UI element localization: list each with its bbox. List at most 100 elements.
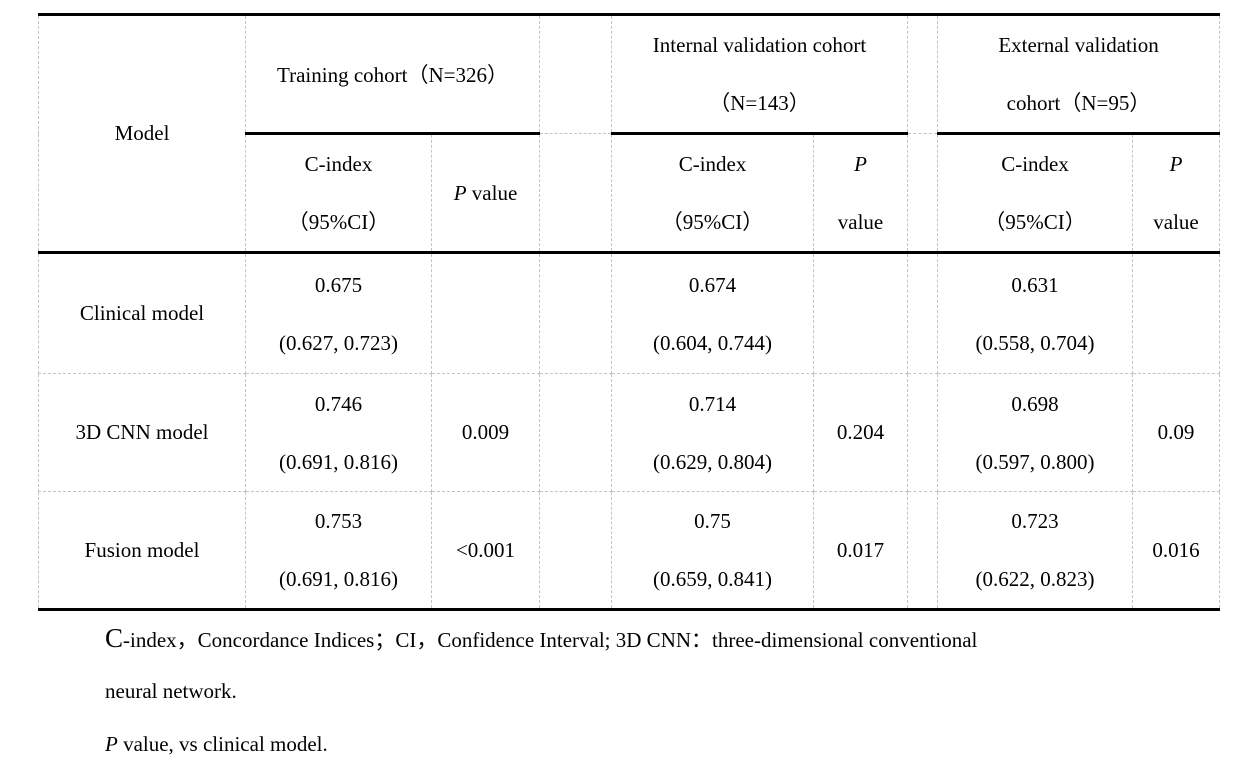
training-cindex-cell: 0.746 (0.691, 0.816) xyxy=(245,373,432,492)
p-label: P xyxy=(453,180,467,205)
external-pvalue-cell: 0.09 xyxy=(1132,373,1221,492)
external-cindex-cell: 0.631 (0.558, 0.704) xyxy=(937,252,1134,374)
table-row-clinical-model: Clinical model 0.675 (0.627, 0.723) 0.67… xyxy=(38,252,1221,374)
external-cindex-cell: 0.698 (0.597, 0.800) xyxy=(937,373,1134,492)
footnote-initial: C xyxy=(105,623,124,653)
cindex-value: 0.75 xyxy=(694,509,731,533)
p-label: P xyxy=(854,152,867,176)
spacer-cell xyxy=(539,252,613,374)
ci-value: (0.597, 0.800) xyxy=(975,449,1095,474)
cindex-value: 0.675 xyxy=(314,272,363,297)
training-cindex-header: C-index （95%CI） xyxy=(245,133,432,254)
ci-value: (0.622, 0.823) xyxy=(975,567,1095,591)
p-value: 0.204 xyxy=(836,420,885,444)
internal-pvalue-cell: 0.204 xyxy=(813,373,909,492)
ci-value: (0.691, 0.816) xyxy=(279,449,398,474)
p-value: 0.017 xyxy=(836,537,885,562)
cindex-value: 0.746 xyxy=(314,391,363,416)
ci-value: (0.629, 0.804) xyxy=(653,449,773,474)
external-pvalue-header: P value xyxy=(1132,133,1221,254)
ci95-label: （95%CI） xyxy=(287,210,390,234)
internal-cindex-cell: 0.75 (0.659, 0.841) xyxy=(611,491,815,611)
value-label: value xyxy=(466,180,518,205)
cindex-value: 0.714 xyxy=(688,391,737,416)
training-pvalue-cell: 0.009 xyxy=(430,373,541,492)
value-label: value xyxy=(837,210,884,234)
spacer-cell xyxy=(539,373,613,492)
model-name: Fusion model xyxy=(84,537,200,562)
spacer-cell xyxy=(907,133,939,254)
model-header-label: Model xyxy=(114,121,170,145)
footnote-pvalue-text: value, vs clinical model. xyxy=(117,732,328,756)
training-cindex-cell: 0.675 (0.627, 0.723) xyxy=(245,252,432,374)
cindex-label: C-index xyxy=(1001,152,1069,176)
header-group-row: Model Training cohort（N=326） Internal va… xyxy=(38,13,1221,254)
spacer-cell xyxy=(907,252,939,374)
cindex-value: 0.674 xyxy=(688,272,737,297)
model-name-cell: 3D CNN model xyxy=(38,373,246,492)
spacer-cell xyxy=(539,491,613,611)
table-footnotes: C-index，Concordance Indices；CI，Confidenc… xyxy=(105,612,1215,771)
model-name: 3D CNN model xyxy=(75,420,209,444)
training-pvalue-header: P value xyxy=(430,133,541,254)
internal-cindex-cell: 0.714 (0.629, 0.804) xyxy=(611,373,815,492)
table-row-fusion-model: Fusion model 0.753 (0.691, 0.816) <0.001… xyxy=(38,491,1221,611)
spacer-cell xyxy=(907,491,939,611)
p-value: 0.016 xyxy=(1152,537,1200,562)
footnote-pvalue-note: P value, vs clinical model. xyxy=(105,718,1215,771)
model-name-cell: Clinical model xyxy=(38,252,246,374)
internal-cindex-header: C-index （95%CI） xyxy=(611,133,815,254)
ci-value: (0.659, 0.841) xyxy=(653,567,773,591)
external-cindex-cell: 0.723 (0.622, 0.823) xyxy=(937,491,1134,611)
ci95-label: （95%CI） xyxy=(984,210,1086,234)
cindex-value: 0.631 xyxy=(1011,272,1059,297)
footnote-abbreviations-text: -index，Concordance Indices；CI，Confidence… xyxy=(123,628,978,652)
training-cohort-group-header: Training cohort（N=326） xyxy=(244,13,541,135)
p-value: 0.009 xyxy=(461,420,510,444)
ci-value: (0.558, 0.704) xyxy=(975,330,1095,355)
external-pvalue-cell: 0.016 xyxy=(1132,491,1221,611)
internal-pvalue-header: P value xyxy=(813,133,909,254)
p-value: <0.001 xyxy=(455,537,516,562)
table-row-3d-cnn-model: 3D CNN model 0.746 (0.691, 0.816) 0.009 … xyxy=(38,373,1221,492)
external-validation-title-line1: External validation xyxy=(998,33,1159,57)
ci-value: (0.627, 0.723) xyxy=(279,330,398,355)
footnote-abbreviations-line1: C-index，Concordance Indices；CI，Confidenc… xyxy=(105,612,1215,665)
cindex-value: 0.753 xyxy=(314,509,363,533)
internal-validation-title-line1: Internal validation cohort xyxy=(652,33,867,57)
results-table: Model Training cohort（N=326） Internal va… xyxy=(38,13,1221,611)
cindex-label: C-index xyxy=(678,152,747,176)
internal-pvalue-cell xyxy=(813,252,909,374)
ci-value: (0.691, 0.816) xyxy=(279,567,398,591)
model-column-header: Model xyxy=(38,13,246,254)
p-value: 0.09 xyxy=(1157,420,1195,444)
spacer-cell xyxy=(539,13,613,134)
training-pvalue-cell xyxy=(430,252,541,374)
footnote-p-symbol: P xyxy=(105,732,118,756)
training-pvalue-cell: <0.001 xyxy=(430,491,541,611)
internal-validation-group-header: Internal validation cohort （N=143） xyxy=(611,13,909,135)
cindex-value: 0.698 xyxy=(1011,391,1059,416)
internal-cindex-cell: 0.674 (0.604, 0.744) xyxy=(611,252,815,374)
internal-pvalue-cell: 0.017 xyxy=(813,491,909,611)
results-table-container: Model Training cohort（N=326） Internal va… xyxy=(38,13,1221,611)
external-validation-group-header: External validation cohort（N=95） xyxy=(937,13,1221,135)
cindex-value: 0.723 xyxy=(1011,509,1059,533)
ci95-label: （95%CI） xyxy=(661,210,764,234)
value-label: value xyxy=(1153,210,1199,234)
model-name: Clinical model xyxy=(79,301,205,325)
training-cohort-title: Training cohort（N=326） xyxy=(277,63,508,87)
spacer-cell xyxy=(539,133,613,254)
footnote-abbreviations-line2: neural network. xyxy=(105,679,237,703)
internal-validation-title-line2: （N=143） xyxy=(709,91,810,115)
spacer-cell xyxy=(907,13,939,134)
header-sub-row: C-index （95%CI） P value C-index （95%CI） … xyxy=(39,133,1221,254)
cindex-label: C-index xyxy=(304,152,373,176)
ci-value: (0.604, 0.744) xyxy=(653,330,773,355)
external-cindex-header: C-index （95%CI） xyxy=(937,133,1134,254)
external-pvalue-cell xyxy=(1132,252,1221,374)
external-validation-title-line2: cohort（N=95） xyxy=(1006,91,1151,115)
spacer-cell xyxy=(907,373,939,492)
model-name-cell: Fusion model xyxy=(38,491,246,611)
p-label: P xyxy=(1169,152,1183,176)
